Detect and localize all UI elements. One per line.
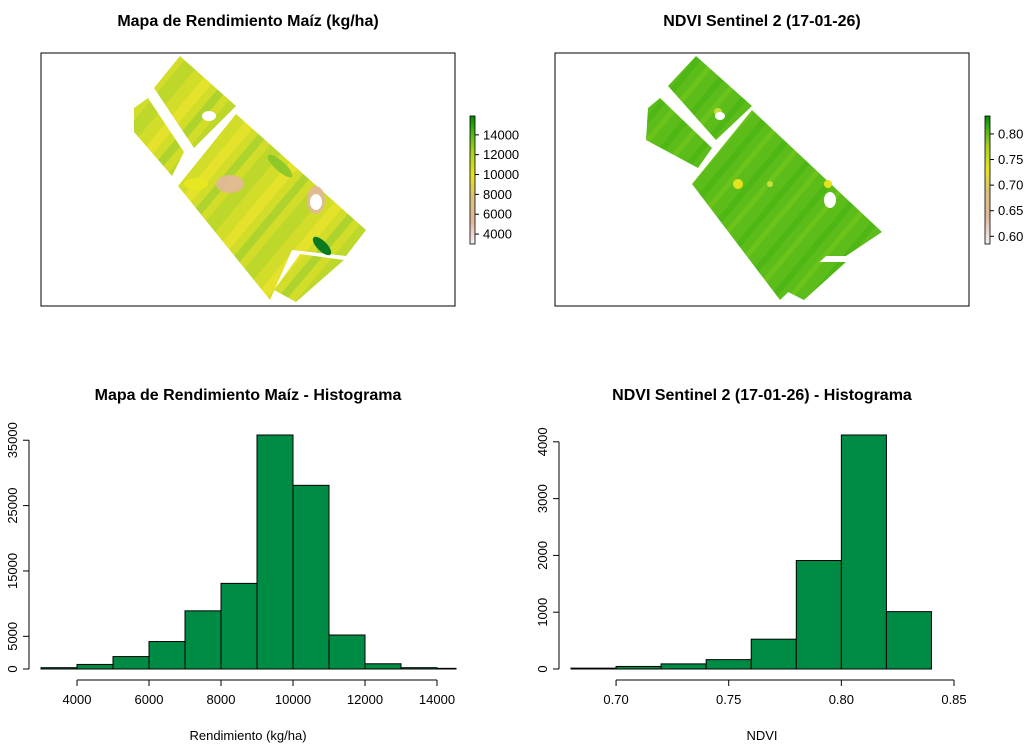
yield-x-tick-label: 14000 — [419, 692, 455, 707]
yield-histogram-bar — [256, 434, 294, 670]
yield-low-zone — [184, 178, 208, 190]
yield-histogram-plot: 4000 6000 8000 10000 12000 14000 0 5000 15000 250… — [5, 422, 457, 707]
yield-x-tick-label: 4000 — [63, 692, 92, 707]
yield-x-tick-label: 6000 — [135, 692, 164, 707]
yield-legend-tick-label: 8000 — [483, 187, 512, 202]
yield-field-north-strip — [134, 98, 184, 176]
ndvi-y-tick-label: 1000 — [535, 598, 550, 627]
ndvi-low-spot — [733, 179, 743, 189]
yield-y-tick-label: 25000 — [5, 488, 20, 524]
ndvi-y-tick-label: 4000 — [535, 427, 550, 456]
ndvi-y-tick-label: 2000 — [535, 541, 550, 570]
ndvi-histogram-bar — [750, 638, 797, 670]
ndvi-legend-tick-label: 0.60 — [998, 229, 1023, 244]
ndvi-legend-colorbar — [984, 115, 991, 245]
yield-high-zone — [267, 154, 293, 178]
yield-x-tick-label: 12000 — [347, 692, 383, 707]
yield-legend-tick-label: 4000 — [483, 227, 512, 242]
yield-legend-colorbar — [469, 115, 476, 245]
yield-histogram-bar — [40, 667, 78, 670]
ndvi-legend-tick-label: 0.65 — [998, 203, 1023, 218]
ndvi-histogram-title: NDVI Sentinel 2 (17-01-26) - Histograma — [612, 387, 912, 404]
yield-map-panel: Mapa de Rendimiento Maíz (kg/ha) 14000 12… — [40, 13, 519, 307]
yield-x-tick-label: 8000 — [207, 692, 236, 707]
ndvi-x-tick-label: 0.85 — [941, 692, 966, 707]
ndvi-histogram-bar — [840, 434, 887, 670]
yield-map-frame — [40, 52, 456, 307]
yield-histogram-bar — [220, 582, 258, 670]
ndvi-histogram-bar — [795, 560, 842, 670]
yield-legend-tick-label: 6000 — [483, 207, 512, 222]
ndvi-y-tick-label: 0 — [535, 665, 550, 672]
yield-histogram-bar — [76, 663, 114, 670]
yield-histogram-xlabel: Rendimiento (kg/ha) — [189, 728, 306, 743]
ndvi-histogram-bar — [705, 659, 752, 670]
ndvi-histogram-bar — [570, 667, 617, 670]
yield-histogram-bar — [436, 667, 457, 670]
ndvi-x-tick-label: 0.75 — [716, 692, 741, 707]
yield-field-north-top — [154, 56, 236, 148]
yield-histogram-bar — [328, 634, 366, 670]
yield-histogram-bar — [184, 610, 222, 670]
ndvi-legend-tick-label: 0.75 — [998, 152, 1023, 167]
ndvi-histogram-plot: 0.70 0.75 0.80 0.85 0 1000 2000 3000 4000 — [535, 427, 967, 707]
ndvi-hole — [824, 192, 836, 208]
yield-legend-ticks: 14000 12000 10000 8000 6000 4000 — [475, 127, 519, 242]
ndvi-field-south — [788, 262, 846, 300]
yield-high-zone — [312, 236, 332, 256]
yield-y-tick-label: 0 — [5, 665, 20, 672]
ndvi-field-north-strip — [646, 98, 712, 168]
yield-histogram-bar — [148, 641, 186, 670]
yield-y-tick-label: 5000 — [5, 622, 20, 651]
yield-histogram-bar — [364, 663, 402, 670]
yield-field-main — [178, 114, 366, 300]
ndvi-legend-tick-label: 0.80 — [998, 126, 1023, 141]
ndvi-y-tick-label: 3000 — [535, 484, 550, 513]
yield-histogram-bar — [112, 656, 150, 670]
yield-low-zone — [216, 175, 244, 193]
ndvi-map-frame — [554, 52, 970, 307]
ndvi-x-tick-label: 0.70 — [603, 692, 628, 707]
yield-field-raster — [134, 56, 366, 302]
ndvi-map-title: NDVI Sentinel 2 (17-01-26) — [663, 13, 860, 30]
yield-legend-tick-label: 14000 — [483, 127, 519, 142]
yield-legend-tick-label: 12000 — [483, 147, 519, 162]
ndvi-histogram-bar — [660, 663, 707, 670]
ndvi-legend-ticks: 0.80 0.75 0.70 0.65 0.60 — [990, 126, 1023, 244]
yield-y-tick-label: 15000 — [5, 553, 20, 589]
ndvi-map-panel: NDVI Sentinel 2 (17-01-26) 0.800.750.700… — [554, 13, 1023, 307]
yield-field-south — [274, 254, 344, 302]
ndvi-x-tick-label: 0.80 — [829, 692, 854, 707]
yield-histogram-title: Mapa de Rendimiento Maíz - Histograma — [95, 387, 402, 404]
yield-histogram-bar — [400, 667, 438, 670]
ndvi-low-spot — [767, 181, 773, 187]
ndvi-field-raster — [646, 56, 882, 300]
ndvi-histogram-bar — [615, 665, 662, 670]
yield-map-title: Mapa de Rendimiento Maíz (kg/ha) — [117, 13, 378, 30]
yield-hole — [310, 194, 322, 210]
ndvi-field-north-top — [668, 56, 752, 140]
yield-y-tick-label: 35000 — [5, 422, 20, 458]
ndvi-hole — [715, 112, 725, 120]
ndvi-histogram-bar — [885, 611, 932, 670]
ndvi-histogram-xlabel: NDVI — [746, 728, 777, 743]
ndvi-histogram-panel: NDVI Sentinel 2 (17-01-26) - Histograma … — [535, 387, 967, 743]
ndvi-field-main — [692, 110, 882, 300]
yield-x-tick-label: 10000 — [275, 692, 311, 707]
yield-histogram-panel: Mapa de Rendimiento Maíz - Histograma 40… — [5, 387, 457, 743]
yield-hole — [202, 111, 216, 121]
yield-legend-tick-label: 10000 — [483, 167, 519, 182]
yield-histogram-bar — [292, 484, 330, 670]
ndvi-legend-tick-label: 0.70 — [998, 178, 1023, 193]
ndvi-low-spot — [824, 180, 832, 188]
